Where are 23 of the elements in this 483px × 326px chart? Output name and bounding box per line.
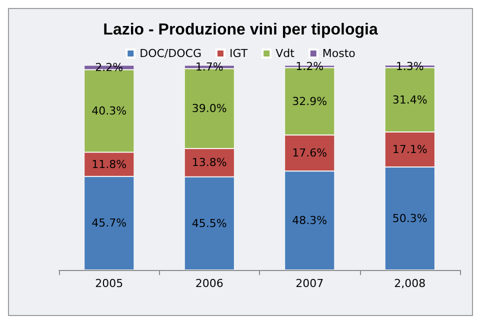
- data-label: 31.4%: [392, 93, 428, 106]
- x-tick-label: 2007: [296, 277, 324, 290]
- data-label: 50.3%: [392, 212, 428, 225]
- legend-label: IGT: [229, 47, 248, 60]
- data-label: 1.3%: [396, 60, 424, 73]
- data-label: 1.7%: [195, 60, 224, 74]
- data-label: 45.7%: [92, 216, 127, 230]
- data-label: 40.3%: [92, 104, 127, 118]
- x-tick-label: 2,008: [394, 277, 426, 290]
- data-label: 32.9%: [292, 94, 328, 108]
- legend-label: DOC/DOCG: [140, 47, 202, 60]
- data-label: 13.8%: [192, 156, 227, 170]
- legend-label: Vdt: [276, 47, 296, 60]
- x-tick-label: 2005: [95, 277, 124, 290]
- data-label: 17.6%: [292, 146, 328, 160]
- x-tick-label: 2006: [195, 277, 224, 290]
- legend-label: Mosto: [322, 47, 356, 60]
- data-label: 17.1%: [392, 142, 428, 156]
- data-label: 39.0%: [192, 102, 227, 116]
- data-label: 45.5%: [192, 216, 227, 230]
- data-label: 11.8%: [92, 158, 127, 171]
- data-label: 48.3%: [292, 214, 328, 228]
- chart-title: Lazio - Produzione vini per tipologia: [103, 22, 378, 38]
